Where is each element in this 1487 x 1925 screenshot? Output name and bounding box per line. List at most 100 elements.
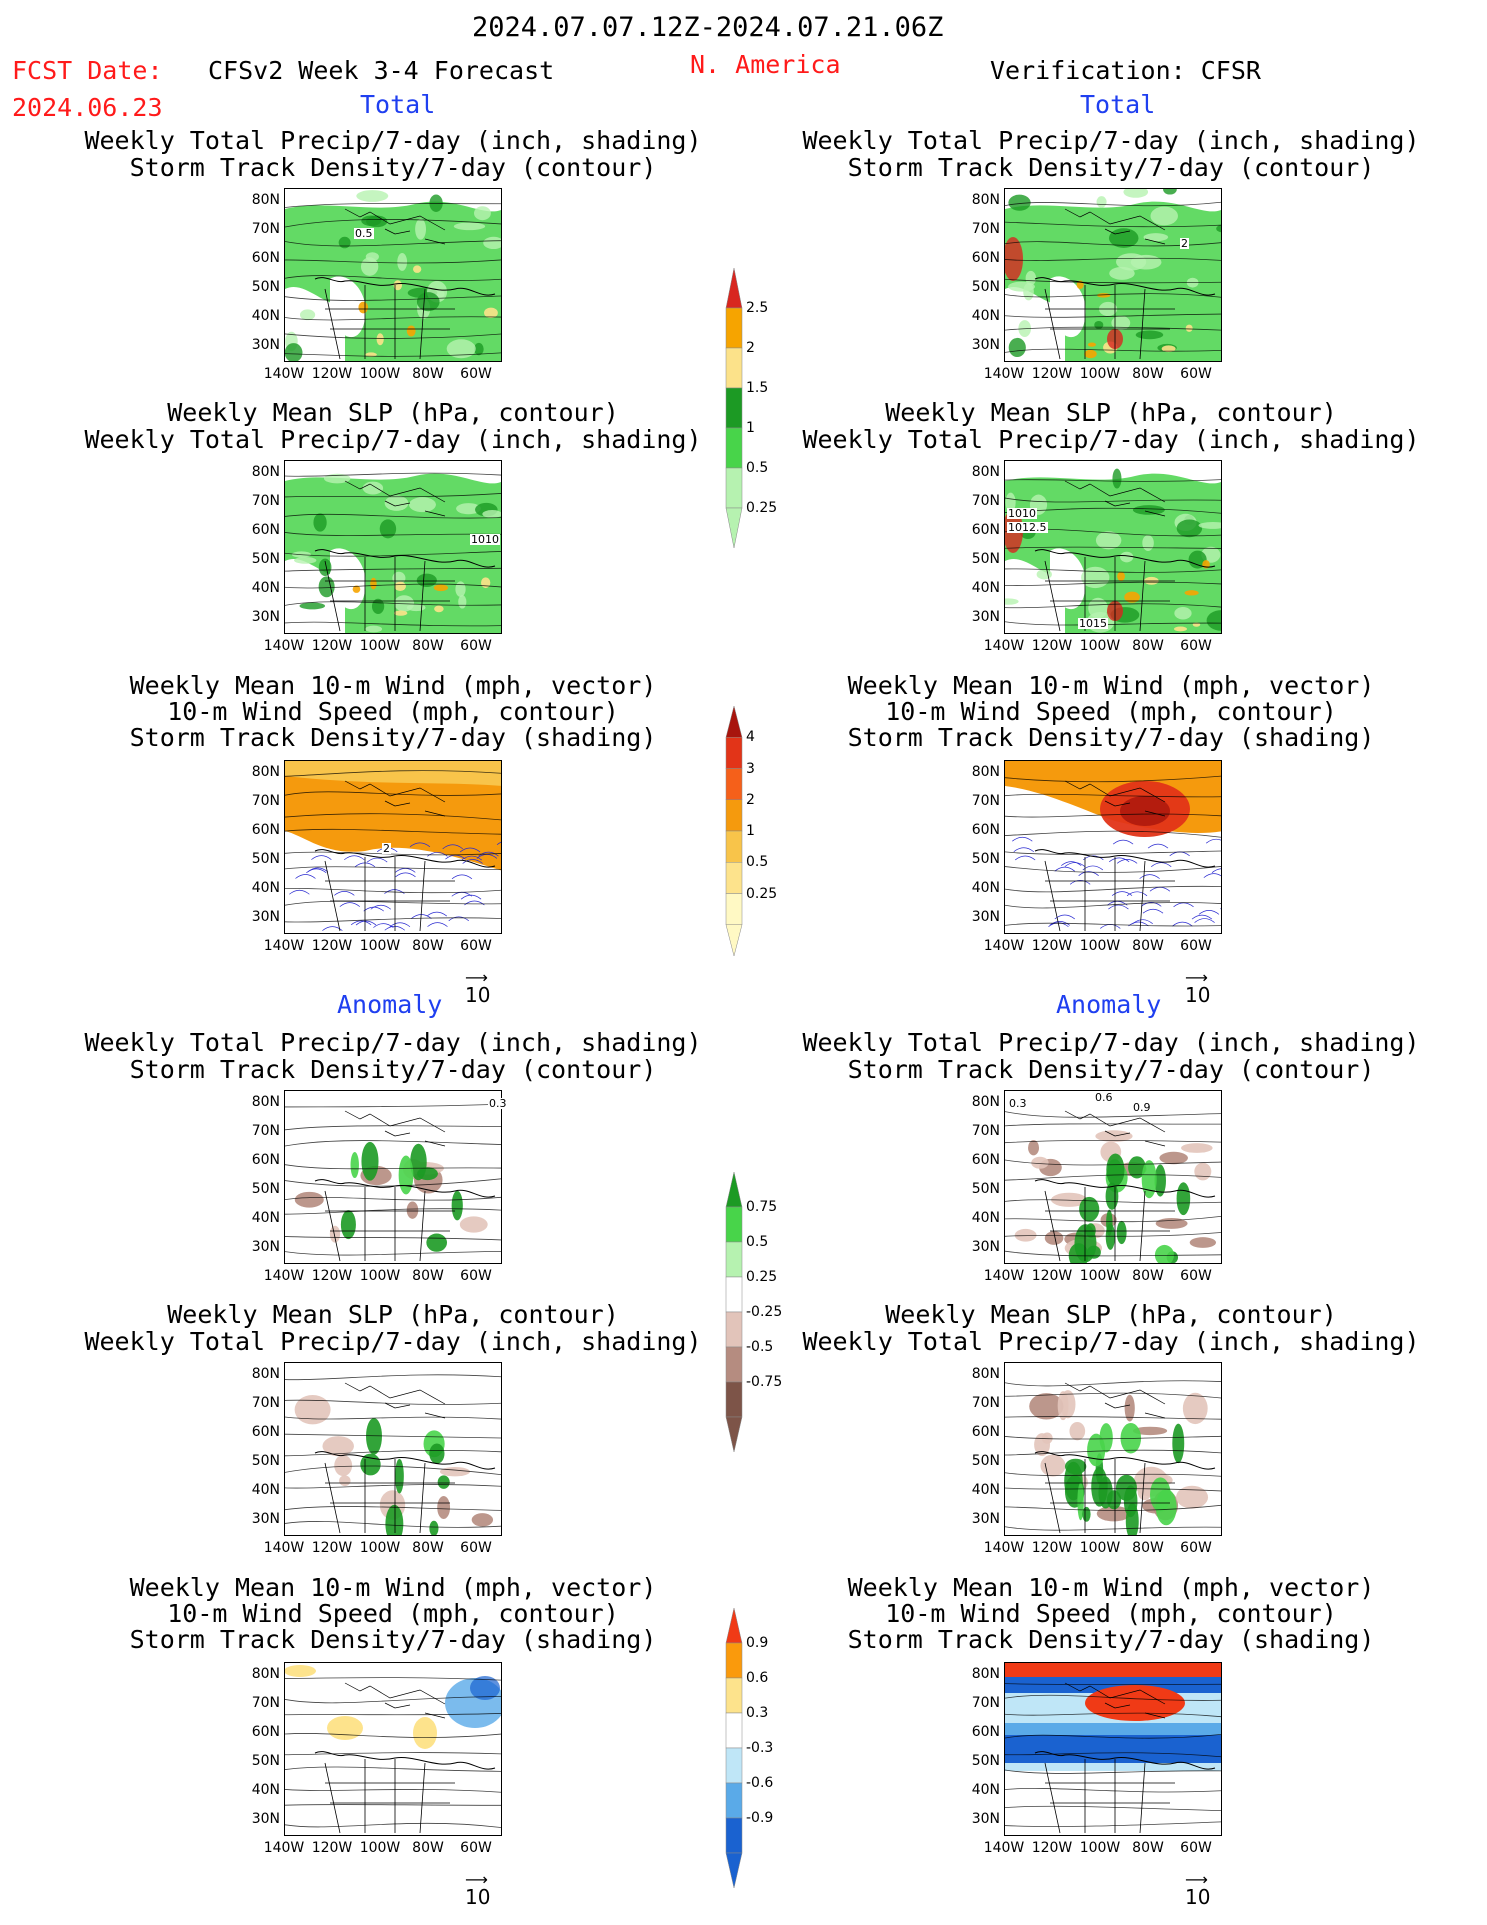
colorbar-label: 0.5: [746, 1234, 769, 1250]
colorbar-label: 0.5: [746, 854, 769, 871]
lon-label: 60W: [460, 366, 492, 382]
lat-label: 70N: [971, 793, 1000, 809]
fcst-slp-anom-map: [284, 1362, 502, 1536]
lat-label: 70N: [971, 221, 1000, 237]
title-obs-aslp-1: Weekly Mean SLP (hPa, contour): [885, 1300, 1337, 1329]
lat-label: 30N: [971, 1239, 1000, 1255]
colorbar-label: -0.5: [746, 1339, 774, 1355]
lon-label: 80W: [412, 1840, 444, 1856]
lat-label: 70N: [251, 493, 280, 509]
lon-label: 80W: [412, 1268, 444, 1284]
lon-label: 100W: [359, 1268, 401, 1284]
colorbar-label: 2: [746, 340, 755, 356]
colorbar-segment: [725, 1712, 743, 1749]
lat-label: 50N: [251, 1753, 280, 1769]
colorbar-label: 2: [746, 791, 755, 808]
colorbar-segment: [725, 768, 743, 800]
contour-label: 1010: [470, 533, 500, 546]
lon-label: 120W: [1031, 638, 1073, 654]
title-fcst-aslp-1: Weekly Mean SLP (hPa, contour): [167, 1300, 619, 1329]
contour-label: 0.5: [354, 227, 374, 240]
lat-label: 70N: [971, 1695, 1000, 1711]
lon-label: 120W: [1031, 1840, 1073, 1856]
lat-label: 50N: [251, 1181, 280, 1197]
region-title: N. America: [690, 50, 841, 79]
title-obs-aslp-2: Weekly Total Precip/7-day (inch, shading…: [802, 1327, 1420, 1356]
colorbar-segment: [725, 347, 743, 389]
title-fcst-precip-2: Storm Track Density/7-day (contour): [129, 153, 657, 182]
lat-label: 70N: [251, 1395, 280, 1411]
obs-precip-anom-map: [1004, 1090, 1222, 1264]
lat-label: 30N: [251, 337, 280, 353]
lat-label: 30N: [251, 1511, 280, 1527]
contour-label: 0.9: [1132, 1101, 1152, 1114]
title-fcst-wind-2: 10-m Wind Speed (mph, contour): [167, 697, 619, 726]
lat-label: 60N: [251, 250, 280, 266]
colorbar-label: 0.3: [746, 1705, 769, 1721]
colorbar-label: 4: [746, 729, 755, 746]
contour-label: 1015: [1078, 617, 1108, 630]
colorbar-precip-total: [725, 268, 743, 549]
lat-label: 40N: [971, 1210, 1000, 1226]
lat-label: 30N: [971, 1511, 1000, 1527]
lon-label: 100W: [359, 1840, 401, 1856]
colorbar-segment: [725, 1276, 743, 1313]
title-obs-precip-1: Weekly Total Precip/7-day (inch, shading…: [802, 126, 1420, 155]
colorbar-label: -0.9: [746, 1810, 774, 1826]
colorbar-segment: [725, 706, 743, 738]
fcst-slp-total-map: [284, 460, 502, 634]
lon-label: 140W: [263, 1540, 305, 1556]
colorbar-segment: [725, 1677, 743, 1714]
lon-label: 80W: [412, 938, 444, 954]
lat-label: 30N: [971, 609, 1000, 625]
lat-label: 50N: [971, 1181, 1000, 1197]
lon-label: 80W: [1132, 938, 1164, 954]
title-fcst-wind-1: Weekly Mean 10-m Wind (mph, vector): [129, 671, 657, 700]
colorbar-segment: [725, 1346, 743, 1383]
lat-label: 60N: [971, 822, 1000, 838]
title-fcst-awind-1: Weekly Mean 10-m Wind (mph, vector): [129, 1573, 657, 1602]
lon-label: 60W: [460, 638, 492, 654]
lon-label: 140W: [983, 1540, 1025, 1556]
lat-label: 80N: [971, 464, 1000, 480]
lat-label: 80N: [971, 1094, 1000, 1110]
lon-label: 80W: [412, 1540, 444, 1556]
lon-label: 100W: [1079, 1268, 1121, 1284]
title-obs-wind-1: Weekly Mean 10-m Wind (mph, vector): [847, 671, 1375, 700]
lon-label: 60W: [1180, 938, 1212, 954]
total-label-left: Total: [360, 90, 436, 119]
lat-label: 80N: [251, 1366, 280, 1382]
colorbar-label: 3: [746, 760, 755, 777]
colorbar-label: 1: [746, 420, 755, 436]
lat-label: 50N: [971, 551, 1000, 567]
obs-wind-anom-map: [1004, 1662, 1222, 1836]
colorbar-label: 0.25: [746, 500, 778, 516]
lon-label: 80W: [1132, 638, 1164, 654]
colorbar-label: 0.9: [746, 1635, 769, 1651]
lon-label: 120W: [311, 1268, 353, 1284]
colorbar-label: 1: [746, 823, 755, 839]
contour-label: 0.6: [1094, 1091, 1114, 1104]
obs-wind-total-map: [1004, 760, 1222, 934]
colorbar-precip-anom: [725, 1172, 743, 1453]
title-fcst-aprecip-1: Weekly Total Precip/7-day (inch, shading…: [84, 1028, 702, 1057]
lat-label: 80N: [251, 1666, 280, 1682]
lat-label: 40N: [971, 1782, 1000, 1798]
lon-label: 60W: [1180, 1840, 1212, 1856]
vector-ref-obs-total: ⟶ 10: [1185, 968, 1211, 1008]
lat-label: 80N: [251, 464, 280, 480]
lon-label: 120W: [1031, 366, 1073, 382]
lon-label: 60W: [1180, 1268, 1212, 1284]
colorbar-label: -0.25: [746, 1304, 783, 1320]
lon-label: 100W: [1079, 366, 1121, 382]
lat-label: 30N: [251, 609, 280, 625]
model-title: CFSv2 Week 3-4 Forecast: [208, 56, 555, 85]
title-obs-slp-1: Weekly Mean SLP (hPa, contour): [885, 398, 1337, 427]
colorbar-segment: [725, 1642, 743, 1679]
lon-label: 80W: [412, 366, 444, 382]
lat-label: 80N: [971, 192, 1000, 208]
lat-label: 50N: [251, 279, 280, 295]
lat-label: 50N: [971, 279, 1000, 295]
colorbar-label: 1.5: [746, 380, 769, 396]
lon-label: 140W: [263, 1840, 305, 1856]
